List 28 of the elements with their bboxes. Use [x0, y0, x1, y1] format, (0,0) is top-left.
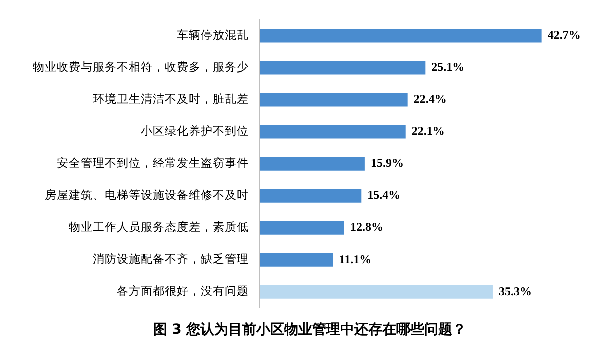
y-tick-label: 小区绿化养护不到位 — [141, 124, 249, 138]
bar — [260, 93, 408, 107]
y-tick-label: 环境卫生清洁不及时，脏乱差 — [93, 92, 249, 106]
data-label: 12.8% — [350, 220, 384, 234]
bar — [260, 189, 362, 203]
bar — [260, 29, 542, 43]
data-label: 25.1% — [432, 60, 465, 74]
data-label: 22.1% — [412, 124, 445, 138]
data-label: 15.4% — [368, 188, 401, 202]
bar — [260, 125, 406, 139]
y-tick-label: 车辆停放混乱 — [177, 28, 249, 42]
y-tick-label: 各方面都很好，没有问题 — [117, 284, 249, 298]
text: 图 3 您认为目前小区物业管理中还存在哪些问题？ — [153, 322, 467, 338]
bar — [260, 221, 344, 235]
y-tick-label: 消防设施配备不齐，缺乏管理 — [93, 252, 249, 266]
data-label: 15.9% — [370, 156, 404, 170]
data-label: 11.1% — [339, 252, 372, 266]
data-label: 42.7% — [548, 28, 581, 42]
bar — [260, 61, 426, 75]
y-tick-label: 物业工作人员服务态度差，素质低 — [69, 220, 249, 234]
data-label: 22.4% — [414, 92, 447, 106]
bar — [260, 253, 334, 267]
y-tick-label: 物业收费与服务不相符，收费多，服务少 — [33, 60, 249, 74]
bar — [260, 157, 365, 171]
y-tick-label: 安全管理不到位，经常发生盗窃事件 — [57, 156, 249, 170]
data-label: 35.3% — [498, 284, 532, 298]
bar — [260, 285, 493, 299]
y-tick-label: 房屋建筑、电梯等设施设备维修不及时 — [45, 188, 249, 202]
